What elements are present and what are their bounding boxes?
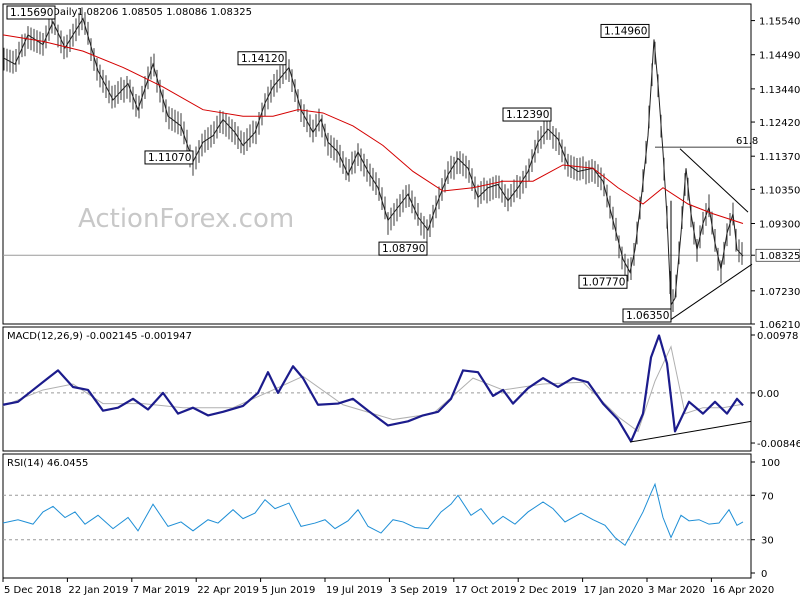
x-tick-label: 17 Jan 2020 [584,585,644,596]
rsi-y-tick-label: 70 [761,491,774,502]
rsi-y-tick-label: 30 [761,536,774,547]
swing-label-box [6,5,56,20]
swing-label-text: 1.07770 [582,276,625,288]
macd-y-tick-label: -0.008464 [757,439,800,450]
macd-series-layer [2,334,752,443]
price-y-tick-label: 1.12420 [759,118,800,129]
swing-label-text: 1.08790 [382,243,425,255]
swing-label-box [378,241,428,256]
price-series-layer: 61.8 1.15690 1.14120 1.11070 1.08790 1.12390 1… [2,5,758,323]
macd-main-line [2,334,744,443]
fib-61-8-label: 61.8 [736,136,758,147]
x-tick-label: 7 Mar 2019 [133,585,190,596]
x-tick-label: 16 Apr 2020 [712,585,774,596]
macd-y-tick-label: 0.00 [757,389,779,400]
wedge-support-line [670,263,753,320]
rsi-header: RSI(14) 46.0455 [7,458,88,469]
price-y-tick-label: 1.13440 [759,85,800,96]
watermark: ActionForex.com [78,204,294,234]
swing-label-text: 1.12390 [506,109,549,121]
price-panel-frame [2,3,752,325]
x-tick-label: 5 Dec 2018 [4,585,62,596]
price-header-ohlc: 1.08206 1.08505 1.08086 1.08325 [77,7,252,18]
price-y-tick-label: 1.15540 [759,17,800,28]
x-tick-label: 17 Oct 2019 [455,585,517,596]
swing-label-box [144,150,194,165]
rsi-y-tick-label: 0 [761,569,767,580]
price-y-tick-label: 1.14490 [759,51,800,62]
x-tick-label: 22 Jan 2019 [68,585,128,596]
macd-header: MACD(12,26,9) -0.002145 -0.001947 [7,331,192,342]
x-tick-label: 3 Mar 2020 [648,585,705,596]
x-tick-label: 3 Sep 2019 [390,585,447,596]
x-tick-label: 2 Dec 2019 [519,585,577,596]
swing-label-box [578,274,628,289]
swing-label-box [600,23,650,38]
price-y-tick-label: 1.09300 [759,220,800,231]
rsi-y-tick-label: 100 [761,458,780,469]
price-y-tick-label: 1.08325 [759,251,800,262]
moving-average-line [2,34,744,224]
x-tick-label: 5 Jun 2019 [262,585,316,596]
swing-label-box [622,308,672,323]
rsi-series-layer [2,482,751,547]
macd-trend-line [629,420,752,443]
x-tick-label: 22 Apr 2019 [197,585,259,596]
swing-label-box [237,51,287,66]
macd-y-tick-label: 0.00978 [757,331,798,342]
swing-label-text: 1.14960 [604,25,647,37]
macd-panel-frame [2,326,752,452]
price-y-tick-label: 1.10350 [759,185,800,196]
x-tick-label: 19 Jul 2019 [326,585,383,596]
price-y-tick-label: 1.07230 [759,287,800,298]
wedge-resistance-line [679,148,749,213]
swing-label-text: 1.06350 [626,310,669,322]
swing-label-text: 1.11070 [148,152,191,164]
price-y-tick-label: 1.11370 [759,152,800,163]
last-price-marker [755,248,800,262]
swing-label-box [502,107,552,122]
price-y-tick-label: 1.06210 [759,320,800,331]
swing-label-text: 1.14120 [241,53,284,65]
rsi-panel-frame [2,453,752,579]
axis-layer: 1.15540 1.14490 1.13440 1.12420 1.11370 1.103… [2,17,800,596]
swing-label-text: 1.15690 [10,7,53,19]
rsi-line [2,482,744,547]
